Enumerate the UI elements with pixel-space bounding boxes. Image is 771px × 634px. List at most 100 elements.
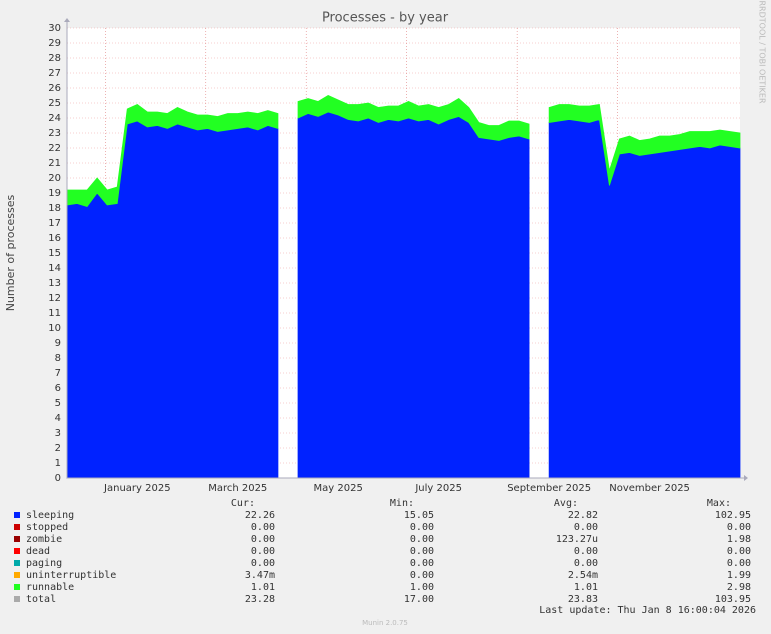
x-arrow (744, 475, 748, 481)
legend: Cur: Min: Avg: Max: sleeping 22.26 15.05 22.82 1… (14, 498, 751, 605)
x-tick-label: January 2025 (103, 483, 171, 494)
legend-value: 0.00 (727, 558, 751, 569)
legend-value: 0.00 (574, 546, 598, 557)
y-tick-label: 19 (48, 188, 61, 199)
legend-swatch (14, 596, 20, 602)
legend-value: 0.00 (727, 522, 751, 533)
legend-value: 22.26 (245, 510, 275, 521)
side-note: RRDTOOL / TOBI OETIKER (758, 0, 767, 103)
legend-label: sleeping (26, 510, 74, 521)
legend-label: paging (26, 558, 62, 569)
legend-value: 1.99 (727, 570, 751, 581)
legend-value: 0.00 (410, 546, 434, 557)
legend-swatch (14, 548, 20, 554)
legend-value: 123.27u (556, 534, 598, 545)
legend-value: 0.00 (410, 534, 434, 545)
axes: 0123456789101112131415161718192021222324… (48, 18, 748, 494)
legend-swatch (14, 584, 20, 590)
area (66, 95, 741, 207)
area (66, 111, 741, 479)
areas (66, 95, 741, 479)
legend-value: 1.98 (727, 534, 751, 545)
y-tick-label: 5 (55, 398, 61, 409)
legend-value: 3.47m (245, 570, 275, 581)
y-axis-label: Number of processes (4, 194, 17, 311)
y-tick-label: 7 (55, 368, 61, 379)
y-tick-label: 4 (55, 413, 61, 424)
y-tick-label: 10 (48, 323, 61, 334)
legend-value: 0.00 (251, 546, 275, 557)
column-header: Max: (707, 498, 731, 509)
legend-swatch (14, 512, 20, 518)
y-tick-label: 30 (48, 23, 61, 34)
legend-value: 23.83 (568, 594, 598, 605)
legend-value: 0.00 (410, 522, 434, 533)
y-tick-label: 2 (55, 443, 61, 454)
legend-value: 23.28 (245, 594, 275, 605)
y-tick-label: 0 (55, 473, 61, 484)
legend-label: stopped (26, 522, 68, 533)
legend-value: 0.00 (410, 558, 434, 569)
legend-value: 1.00 (410, 582, 434, 593)
x-tick-label: March 2025 (208, 483, 267, 494)
footer: Munin 2.0.75 (362, 619, 408, 627)
y-tick-label: 13 (48, 278, 61, 289)
column-header: Avg: (554, 498, 578, 509)
legend-value: 0.00 (251, 558, 275, 569)
y-tick-label: 28 (48, 53, 61, 64)
y-tick-label: 25 (48, 98, 61, 109)
y-tick-label: 8 (55, 353, 61, 364)
legend-value: 103.95 (715, 594, 751, 605)
chart-title: Processes - by year (322, 11, 449, 26)
legend-swatch (14, 524, 20, 530)
legend-label: runnable (26, 582, 74, 593)
column-header: Min: (390, 498, 414, 509)
legend-value: 102.95 (715, 510, 751, 521)
legend-label: zombie (26, 534, 62, 545)
legend-value: 2.54m (568, 570, 598, 581)
y-tick-label: 17 (48, 218, 61, 229)
legend-swatch (14, 560, 20, 566)
y-tick-label: 14 (48, 263, 61, 274)
x-tick-label: November 2025 (609, 483, 690, 494)
legend-value: 2.98 (727, 582, 751, 593)
legend-label: total (26, 594, 56, 605)
y-tick-label: 6 (55, 383, 61, 394)
legend-value: 0.00 (574, 522, 598, 533)
legend-value: 22.82 (568, 510, 598, 521)
legend-label: dead (26, 546, 50, 557)
legend-value: 1.01 (574, 582, 598, 593)
legend-value: 0.00 (410, 570, 434, 581)
y-tick-label: 22 (48, 143, 61, 154)
y-tick-label: 18 (48, 203, 61, 214)
legend-value: 0.00 (251, 522, 275, 533)
y-tick-label: 23 (48, 128, 61, 139)
y-tick-label: 1 (55, 458, 61, 469)
legend-label: uninterruptible (26, 570, 116, 581)
y-tick-label: 26 (48, 83, 61, 94)
y-tick-label: 15 (48, 248, 61, 259)
last-update: Last update: Thu Jan 8 16:00:04 2026 (539, 605, 756, 616)
legend-value: 1.01 (251, 582, 275, 593)
y-tick-label: 29 (48, 38, 61, 49)
legend-value: 0.00 (251, 534, 275, 545)
y-tick-label: 9 (55, 338, 61, 349)
legend-value: 17.00 (404, 594, 434, 605)
legend-value: 15.05 (404, 510, 434, 521)
y-tick-label: 21 (48, 158, 61, 169)
y-tick-label: 3 (55, 428, 61, 439)
legend-swatch (14, 536, 20, 542)
legend-value: 0.00 (727, 546, 751, 557)
x-tick-label: September 2025 (507, 483, 591, 494)
y-tick-label: 20 (48, 173, 61, 184)
legend-value: 0.00 (574, 558, 598, 569)
y-arrow (64, 18, 70, 22)
x-tick-label: May 2025 (314, 483, 363, 494)
legend-swatch (14, 572, 20, 578)
y-tick-label: 16 (48, 233, 61, 244)
y-tick-label: 12 (48, 293, 61, 304)
y-tick-label: 24 (48, 113, 61, 124)
column-header: Cur: (231, 498, 255, 509)
y-tick-label: 27 (48, 68, 61, 79)
